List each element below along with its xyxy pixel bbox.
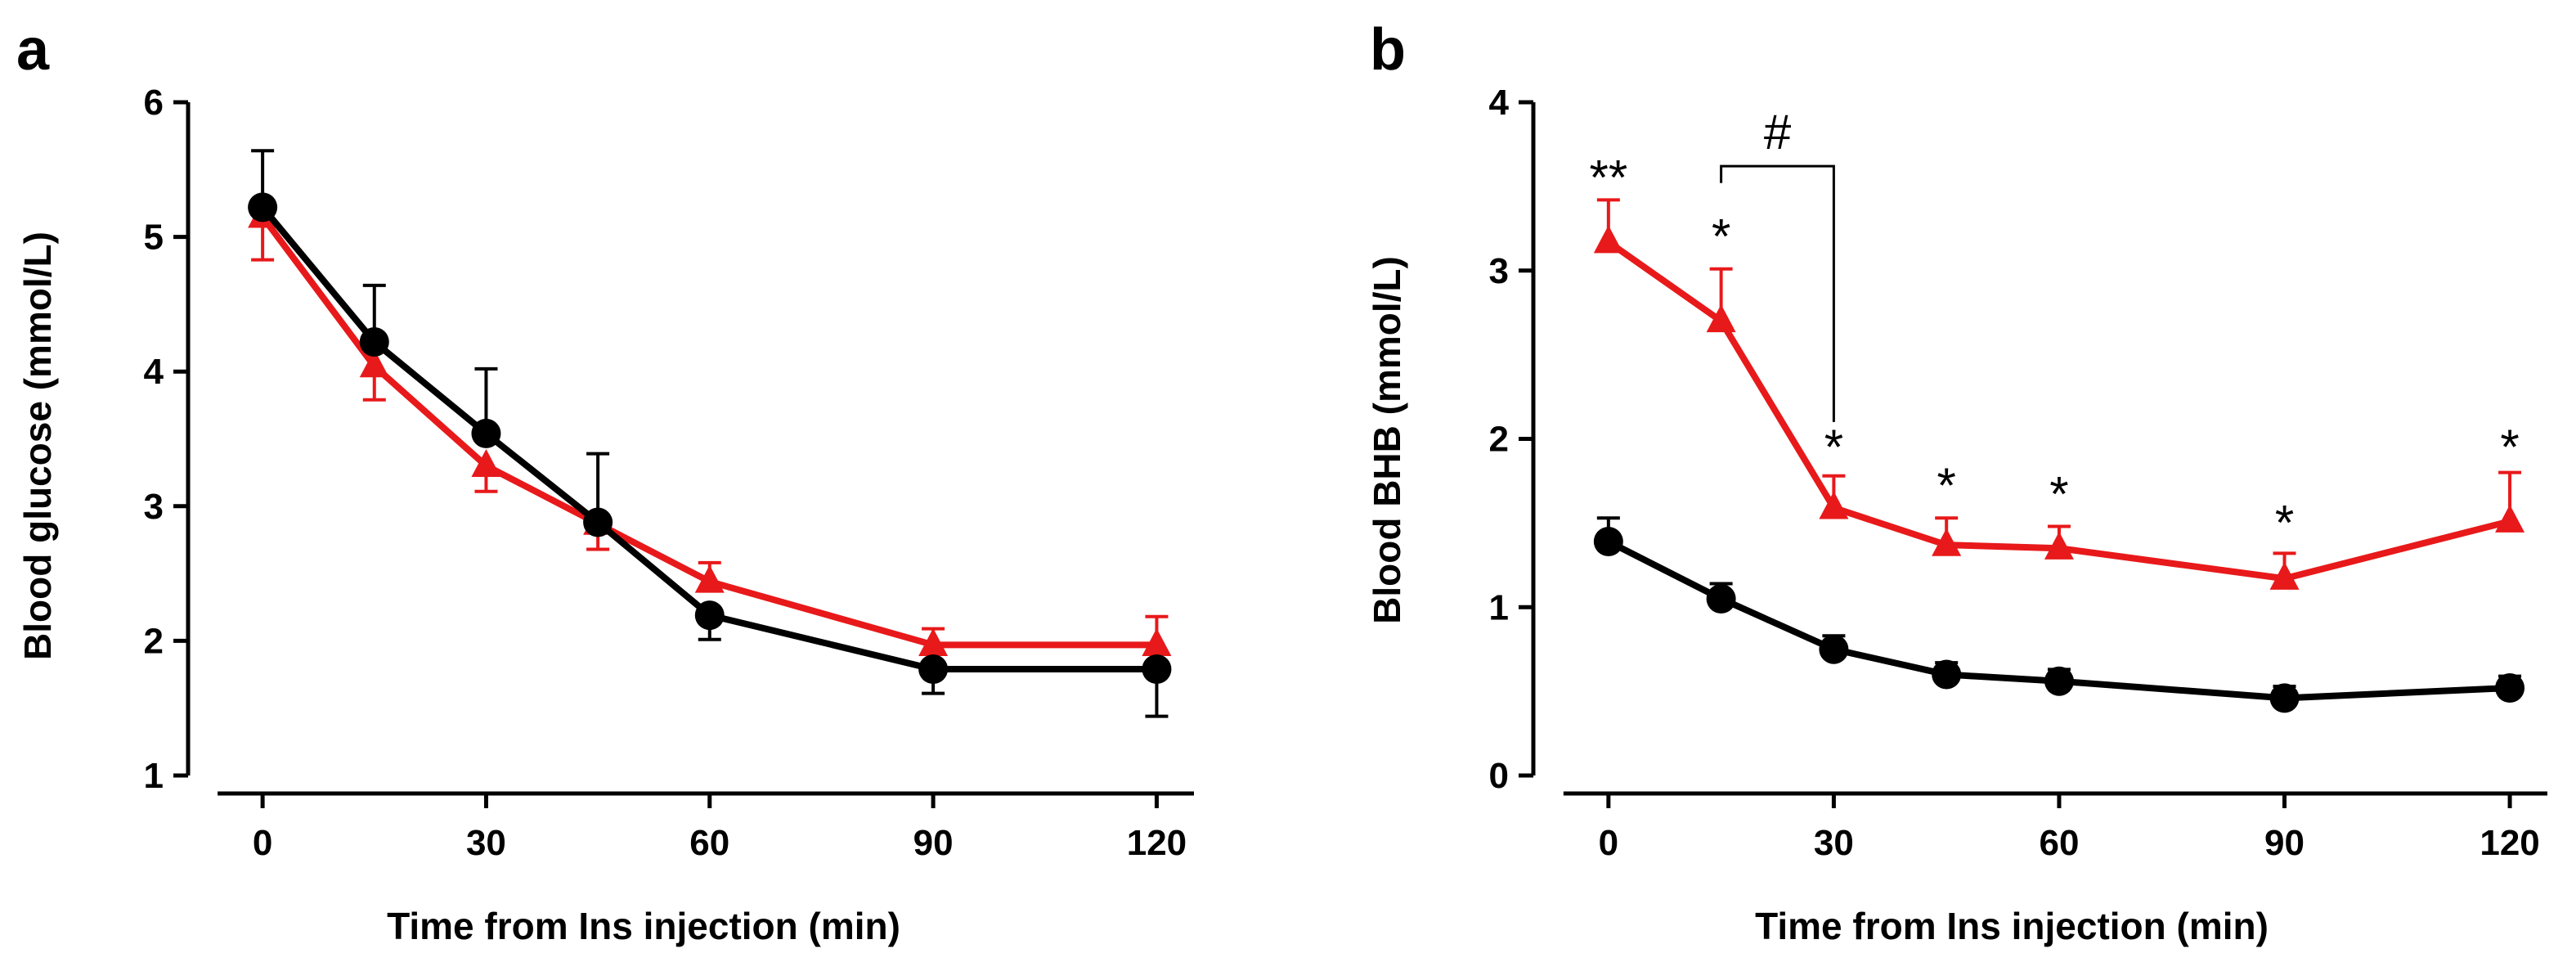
panel-a-x-tick-label: 60 xyxy=(689,823,729,863)
panel-a-data-point-circle xyxy=(248,192,278,223)
panel-b-data-point-circle xyxy=(2269,683,2300,713)
panel-b-data-point-triangle xyxy=(1932,528,1962,556)
panel-b-significance-star: * xyxy=(1712,209,1730,264)
panel-b-significance-star: * xyxy=(2500,420,2519,474)
panel-a-x-tick-label: 0 xyxy=(253,823,272,863)
panel-a-y-tick-label: 2 xyxy=(144,621,164,661)
panel-b-significance-star: * xyxy=(2049,466,2068,521)
panel-a-series xyxy=(248,149,1172,718)
panel-a-y-tick-label: 3 xyxy=(144,487,164,527)
panel-a-y-tick-label: 4 xyxy=(144,352,164,392)
panel-a-series-line xyxy=(260,205,1157,672)
panel-b-data-point-triangle xyxy=(2495,504,2525,533)
panel-b-y-tick-label: 0 xyxy=(1489,756,1509,796)
panel-b-data-point-circle xyxy=(1932,659,1962,690)
panel-a-y-axis-title: Blood glucose (mmol/L) xyxy=(16,232,59,660)
panel-b-x-tick-label: 90 xyxy=(2264,823,2304,863)
panel-b-data-point-circle xyxy=(1706,583,1736,614)
panel-b-axes: 0 1 2 3 4 0 30 60 90 120 xyxy=(1489,83,2547,863)
panel-b-data-point-triangle xyxy=(1706,304,1736,333)
panel-a-data-point-triangle xyxy=(694,564,725,593)
panel-b-significance-star: * xyxy=(1937,458,1956,513)
panel-a-red-triangle-series xyxy=(248,200,1172,656)
panel-b-x-tick-label: 120 xyxy=(2480,823,2539,863)
panel-b-data-point-circle xyxy=(2044,666,2074,696)
panel-b-comparison-bracket xyxy=(1720,164,1835,422)
panel-b-letter: b xyxy=(1370,17,1406,83)
panel-b-black-circle-series xyxy=(1593,516,2525,713)
panel-b-data-point-circle xyxy=(1819,634,1849,664)
panel-a-data-point-circle xyxy=(694,600,725,631)
panel-b-data-point-triangle xyxy=(1819,491,1849,519)
panel-b-hash-mark: # xyxy=(1764,105,1792,160)
panel-a-y-tick-label: 5 xyxy=(144,218,164,258)
panel-b-annotations: ***** ***# xyxy=(1590,105,2520,550)
panel-b-data-point-circle xyxy=(1593,527,1623,557)
panel-a-black-circle-series xyxy=(248,149,1172,718)
panel-b-significance-star: * xyxy=(1824,420,1843,474)
panel-a-data-point-triangle xyxy=(1142,627,1172,656)
panel-a-x-tick-label: 120 xyxy=(1127,823,1187,863)
panel-a-data-point-triangle xyxy=(918,627,949,656)
panel-b-red-triangle-series xyxy=(1593,198,2525,590)
panel-a-data-point-triangle xyxy=(471,449,501,478)
panel-b-x-axis-title: Time from Ins injection (min) xyxy=(1755,905,2269,947)
panel-b-data-point-triangle xyxy=(2044,531,2074,560)
panel-a-x-axis-title: Time from Ins injection (min) xyxy=(387,905,900,947)
panel-b-x-tick-label: 60 xyxy=(2039,823,2079,863)
panel-b-x-tick-label: 0 xyxy=(1599,823,1618,863)
panel-b-series xyxy=(1593,198,2525,713)
panel-a-data-point-circle xyxy=(359,326,389,357)
panel-b-significance-star: * xyxy=(2275,495,2294,550)
panel-a-data-point-circle xyxy=(583,507,613,537)
panel-b-data-point-circle xyxy=(2495,673,2525,704)
panel-a-data-point-circle xyxy=(918,654,949,684)
panel-b-data-point-triangle xyxy=(1593,225,1623,254)
panel-a-y-tick-label: 6 xyxy=(144,83,164,123)
panel-a-x-tick-label: 30 xyxy=(466,823,506,863)
panel-a-x-tick-label: 90 xyxy=(913,823,954,863)
panel-b-x-tick-label: 30 xyxy=(1814,823,1854,863)
panel-b-y-tick-label: 2 xyxy=(1489,420,1509,460)
panel-b-significance-star: ** xyxy=(1590,151,1628,205)
panel-b-y-tick-label: 1 xyxy=(1489,587,1509,627)
panel-a-y-tick-label: 1 xyxy=(144,756,164,796)
panel-b-data-point-triangle xyxy=(2269,561,2300,590)
panel-a-data-point-circle xyxy=(1142,654,1172,684)
panel-b-y-tick-label: 3 xyxy=(1489,251,1509,291)
panel-a-letter: a xyxy=(16,17,50,83)
panel-a-data-point-circle xyxy=(471,418,501,448)
panel-b-y-tick-label: 4 xyxy=(1489,83,1510,123)
panel-a-data-point-triangle xyxy=(359,349,389,378)
panel-b-y-axis-title: Blood BHB (mmol/L) xyxy=(1366,256,1408,624)
